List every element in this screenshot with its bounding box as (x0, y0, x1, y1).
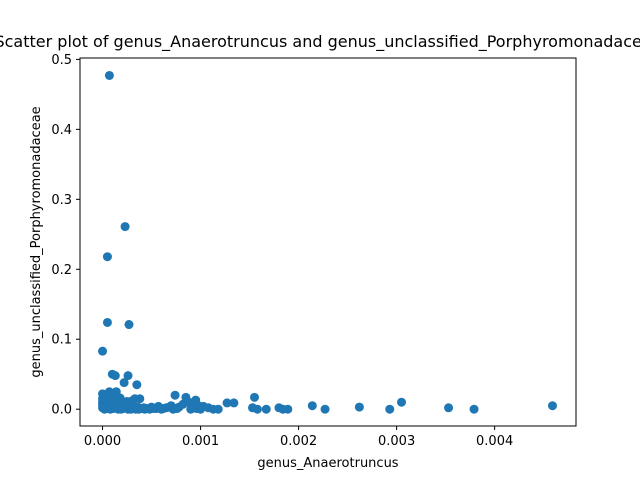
scatter-point (104, 70, 114, 80)
chart-title: Scatter plot of genus_Anaerotruncus and … (0, 32, 640, 52)
x-axis-label: genus_Anaerotruncus (257, 456, 398, 471)
scatter-point (123, 371, 133, 381)
scatter-point (135, 394, 145, 404)
y-tick-label: 0.1 (51, 333, 72, 348)
scatter-point (149, 404, 159, 414)
scatter-point (547, 401, 557, 411)
scatter-point (172, 404, 182, 414)
plot-frame (79, 57, 577, 427)
scatter-point (98, 346, 108, 356)
scatter-point (320, 404, 330, 414)
scatter-point (283, 404, 293, 414)
y-tick-label: 0.4 (51, 123, 72, 138)
scatter-point (249, 392, 259, 402)
y-tick-label: 0.3 (51, 193, 72, 208)
scatter-points (98, 70, 557, 414)
x-tick-label: 0.003 (378, 434, 415, 449)
scatter-point (140, 404, 150, 414)
x-tick-label: 0.000 (84, 434, 121, 449)
y-axis: 0.0 0.1 0.2 0.3 0.4 0.5 (51, 53, 80, 418)
scatter-point (385, 404, 395, 414)
x-axis: 0.000 0.001 0.002 0.003 0.004 (84, 426, 513, 449)
scatter-point (307, 401, 317, 411)
scatter-point (252, 404, 262, 414)
y-tick-label: 0.0 (51, 403, 72, 418)
scatter-point (170, 390, 180, 400)
x-tick-label: 0.001 (182, 434, 219, 449)
scatter-point (354, 402, 364, 412)
scatter-point (132, 380, 142, 390)
scatter-point (102, 252, 112, 262)
scatter-point (102, 317, 112, 327)
scatter-point (397, 397, 407, 407)
scatter-point (222, 398, 232, 408)
scatter-point (196, 404, 206, 414)
x-tick-label: 0.002 (280, 434, 317, 449)
scatter-point (469, 404, 479, 414)
scatter-point (261, 404, 271, 414)
scatter-point (213, 404, 223, 414)
x-tick-label: 0.004 (476, 434, 513, 449)
y-tick-label: 0.2 (51, 263, 72, 278)
scatter-point (120, 222, 130, 232)
scatter-point (124, 320, 134, 330)
y-tick-label: 0.5 (51, 53, 72, 68)
scatter-point (110, 371, 120, 381)
y-axis-label: genus_unclassified_Porphyromonadaceae (29, 106, 44, 377)
scatter-point (229, 398, 239, 408)
scatter-point (444, 403, 454, 413)
scatter-point (119, 378, 129, 388)
